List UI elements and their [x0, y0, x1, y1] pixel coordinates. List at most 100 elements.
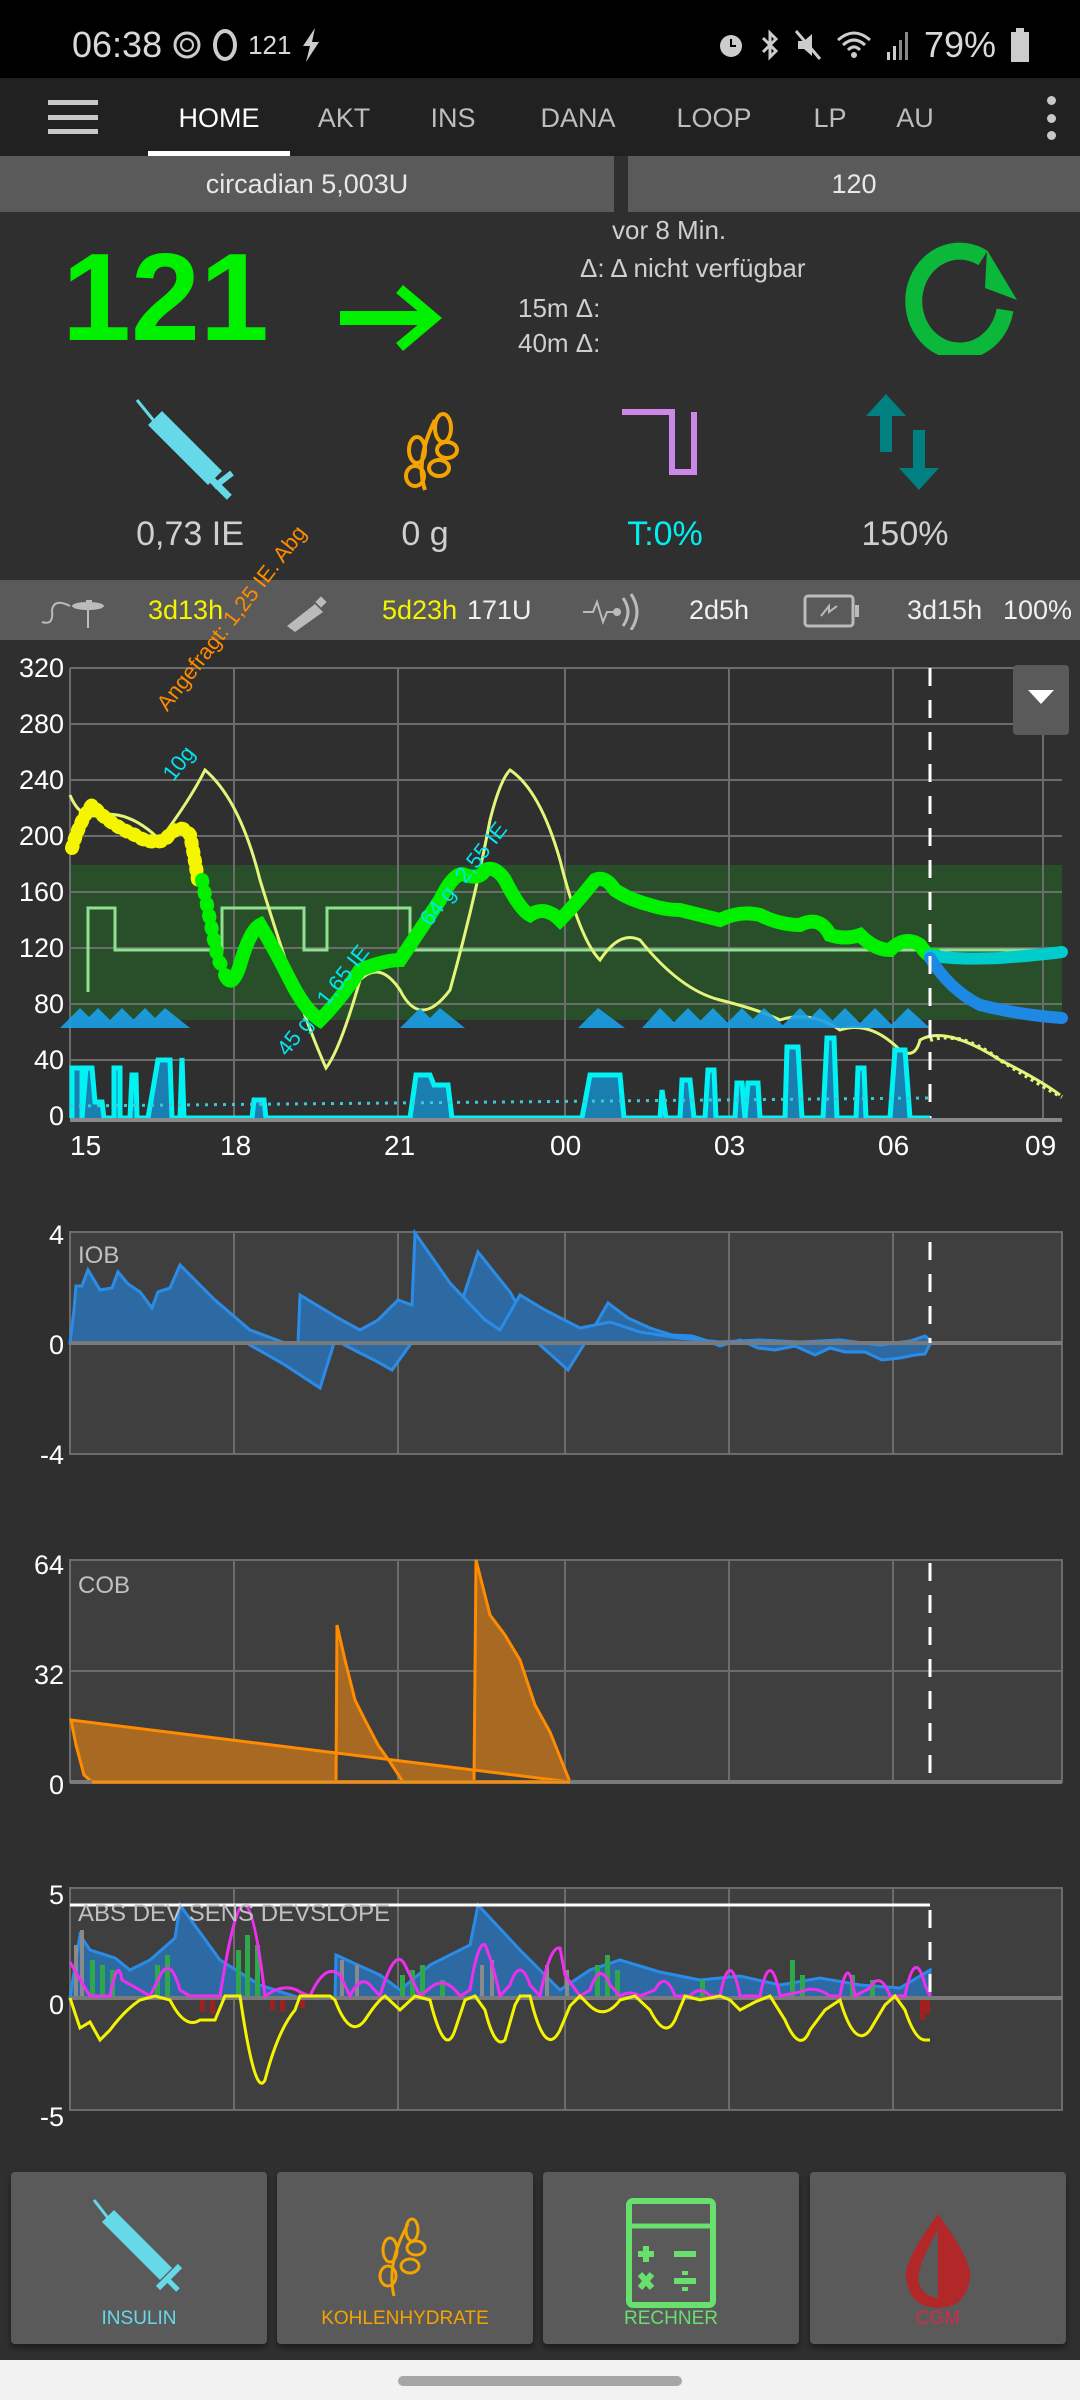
temp-basal-value[interactable]: T:0%	[627, 515, 703, 553]
sync-icon	[173, 31, 201, 59]
y-tick-280: 280	[18, 709, 64, 739]
bg-graph	[60, 667, 1068, 1122]
profile-percent-value[interactable]: 150%	[861, 515, 949, 553]
carbs-button-label: KOHLENHYDRATE	[321, 2308, 489, 2329]
battery-age: 3d15h	[907, 594, 983, 625]
y-tick-120: 120	[18, 933, 64, 963]
cob-y-tick-64: 64	[33, 1550, 64, 1580]
system-status-bar: 06:38 121 79%	[0, 0, 1080, 78]
active-profile-button[interactable]: circadian 5,003U	[0, 156, 614, 212]
tab-ins[interactable]: INS	[430, 103, 476, 133]
y-tick-40: 40	[33, 1045, 64, 1075]
clock: 06:38	[72, 24, 163, 65]
iob-y-tick-4: 4	[48, 1220, 64, 1250]
blood-drop-icon	[905, 2214, 971, 2308]
tab-dana[interactable]: DANA	[540, 103, 616, 133]
bluetooth-icon	[761, 29, 779, 61]
signal-icon	[886, 32, 908, 60]
dev-y-tick-5: 5	[48, 1880, 64, 1910]
profile-row: circadian 5,003U 120	[0, 156, 1080, 212]
y-tick-240: 240	[18, 765, 64, 795]
deviation-chart-label: ABS DEV SENS DEVSLOPE	[78, 1900, 391, 1927]
action-buttons: INSULIN KOHLENHYDRATE RECHNER CGM	[0, 2150, 1080, 2360]
cob-value[interactable]: 0 g	[401, 515, 449, 553]
profile-switch-arrows-icon	[866, 394, 939, 490]
cob-chart-label: COB	[78, 1572, 131, 1599]
iob-chart: IOB 4 0 -4	[0, 1220, 1080, 1480]
bg-value: 121	[62, 229, 269, 367]
bg-notification: 121	[248, 29, 292, 60]
menu-icon[interactable]	[48, 100, 98, 134]
chart-options-dropdown[interactable]	[1013, 665, 1069, 735]
iob-chart-label: IOB	[78, 1242, 120, 1269]
battery-level: 100%	[1003, 594, 1073, 625]
tab-lp[interactable]: LP	[813, 103, 847, 133]
calculator-button[interactable]: RECHNER	[543, 2172, 799, 2344]
carbs-button[interactable]: KOHLENHYDRATE	[277, 2172, 533, 2344]
calculator-button-label: RECHNER	[624, 2308, 718, 2329]
pump-status-bar: 3d13h 5d23h 171U 2d5h 3d15h 100%	[0, 580, 1080, 640]
syringe-icon	[92, 2199, 183, 2292]
battery-icon	[1011, 28, 1029, 62]
iob-y-tick-neg4: -4	[39, 1440, 64, 1470]
x-tick-15: 15	[70, 1130, 102, 1161]
carbs-grain-icon	[378, 2217, 427, 2297]
temp-basal-icon	[622, 409, 697, 475]
pump-battery-icon	[803, 594, 859, 628]
bg-delta-40m: 40m Δ:	[518, 328, 601, 358]
y-tick-160: 160	[18, 877, 64, 907]
bolt-icon	[303, 28, 320, 62]
tab-au[interactable]: AU	[896, 103, 934, 133]
insulin-button-label: INSULIN	[101, 2308, 177, 2329]
battery-percent: 79%	[923, 24, 996, 65]
bg-delta: Δ: Δ nicht verfügbar	[580, 253, 806, 283]
x-tick-03: 03	[714, 1130, 746, 1161]
alarm-icon	[719, 35, 742, 57]
cob-y-tick-0: 0	[48, 1770, 64, 1800]
cannula-age: 3d13h	[148, 594, 224, 625]
iob-value[interactable]: 0,73 IE	[136, 515, 244, 553]
overflow-menu-icon[interactable]	[1036, 96, 1066, 140]
carbs-grain-icon	[404, 412, 459, 491]
temp-target-button[interactable]: 120	[628, 156, 1080, 212]
loop-status-icon	[213, 29, 238, 61]
loop-refresh-icon[interactable]	[905, 240, 1025, 355]
reservoir-age: 5d23h	[382, 594, 458, 625]
trend-arrow-flat-icon	[340, 285, 442, 351]
cannula-icon	[41, 600, 104, 628]
deviation-chart: ABS DEV SENS DEVSLOPE 5 0 -5	[0, 1880, 1080, 2140]
iob-y-tick-0: 0	[48, 1330, 64, 1360]
x-tick-18: 18	[220, 1130, 252, 1161]
x-tick-21: 21	[384, 1130, 416, 1161]
y-tick-80: 80	[33, 989, 64, 1019]
y-tick-0: 0	[48, 1101, 64, 1131]
top-app-bar: HOME AKT INS DANA LOOP LP AU	[0, 78, 1080, 156]
y-tick-320: 320	[18, 653, 64, 683]
home-gesture-handle[interactable]	[398, 2376, 682, 2386]
x-tick-06: 06	[878, 1130, 910, 1161]
bg-chart[interactable]: 320 280 240 200 160 120 80 40 0 15 18 21…	[0, 521, 1080, 1170]
syringe-icon	[135, 399, 234, 500]
calculator-icon	[626, 2198, 716, 2308]
dev-y-tick-0: 0	[48, 1990, 64, 2020]
cob-chart: COB 64 32 0	[0, 1550, 1080, 1810]
reservoir-icon	[287, 596, 327, 632]
reservoir-units: 171U	[467, 594, 532, 625]
gesture-nav-bar	[0, 2360, 1080, 2400]
sensor-icon	[583, 593, 639, 630]
tab-akt[interactable]: AKT	[317, 103, 371, 133]
bg-age: vor 8 Min.	[612, 215, 727, 245]
tab-bar: HOME AKT INS DANA LOOP LP AU	[148, 78, 950, 156]
bg-delta-15m: 15m Δ:	[518, 293, 601, 323]
cgm-button[interactable]: CGM	[810, 2172, 1066, 2344]
insulin-button[interactable]: INSULIN	[11, 2172, 267, 2344]
mute-icon	[794, 30, 822, 60]
tab-home[interactable]: HOME	[148, 78, 290, 156]
cob-y-tick-32: 32	[33, 1660, 64, 1690]
tab-loop[interactable]: LOOP	[676, 103, 752, 133]
x-tick-09: 09	[1025, 1130, 1057, 1161]
cgm-button-label: CGM	[915, 2308, 961, 2329]
sensor-age: 2d5h	[689, 594, 750, 625]
y-tick-200: 200	[18, 821, 64, 851]
dev-y-tick-neg5: -5	[39, 2102, 64, 2132]
